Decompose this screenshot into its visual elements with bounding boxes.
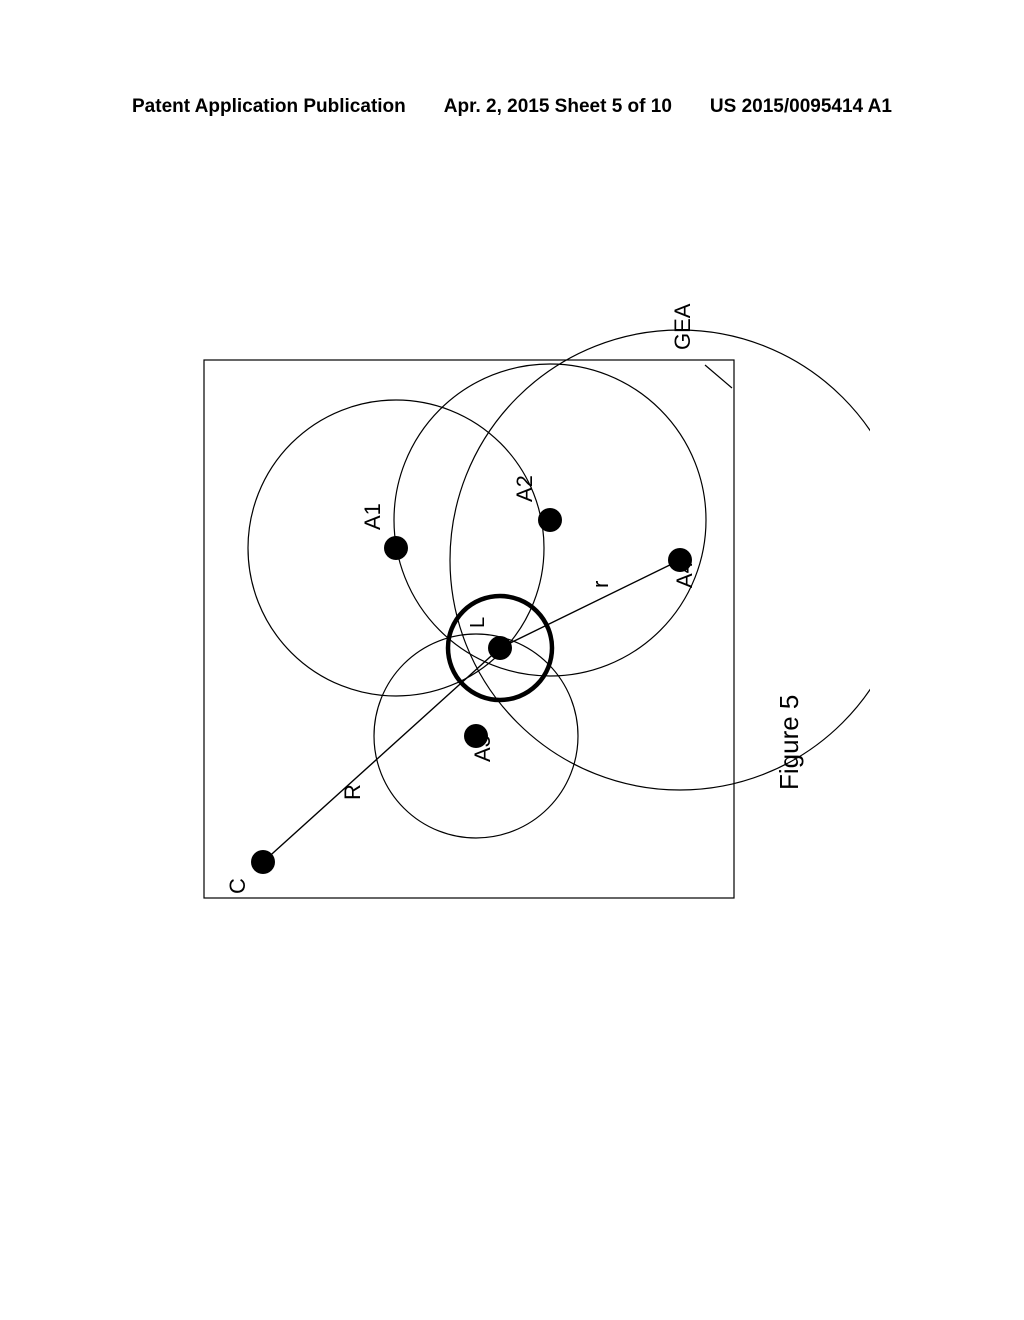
svg-text:A1: A1: [360, 503, 385, 530]
figure-caption: Figure 5: [774, 695, 805, 790]
diagram-svg: Rr L C A1 A2 A3 A4 GEA: [150, 280, 870, 1000]
svg-text:A4: A4: [672, 561, 697, 588]
header-center: Apr. 2, 2015 Sheet 5 of 10: [444, 96, 672, 118]
header-left: Patent Application Publication: [132, 96, 406, 118]
svg-text:R: R: [340, 784, 365, 800]
svg-text:A3: A3: [470, 735, 495, 762]
page-header: Patent Application Publication Apr. 2, 2…: [0, 96, 1024, 118]
svg-text:r: r: [588, 581, 613, 588]
svg-text:L: L: [467, 617, 489, 628]
svg-text:GEA: GEA: [670, 303, 695, 350]
svg-text:C: C: [225, 878, 250, 894]
svg-text:A2: A2: [512, 475, 537, 502]
figure-diagram: Rr L C A1 A2 A3 A4 GEA: [150, 280, 870, 1000]
header-right: US 2015/0095414 A1: [710, 96, 892, 118]
